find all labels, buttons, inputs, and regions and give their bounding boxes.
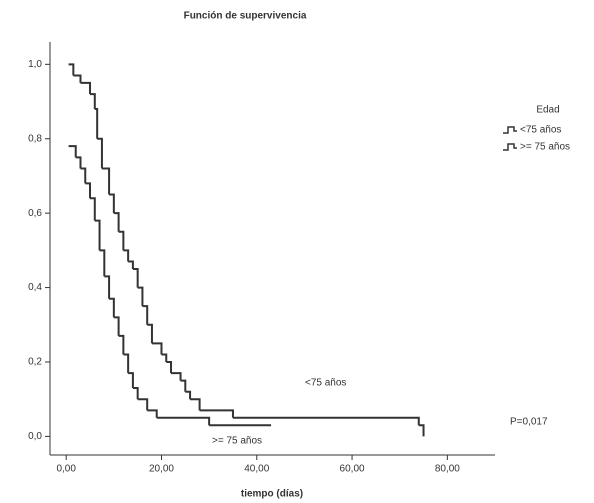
survival-step xyxy=(104,275,111,299)
y-tick-label: 0,6 xyxy=(28,208,42,219)
x-tick-label: 20,00 xyxy=(149,464,174,475)
annotation: >= 75 años xyxy=(212,436,262,447)
survival-step xyxy=(414,416,420,426)
x-tick-label: 0,00 xyxy=(56,464,76,475)
survival-step xyxy=(132,267,139,288)
survival-step xyxy=(75,156,82,169)
survival-step xyxy=(101,167,111,195)
survival-step xyxy=(99,249,106,277)
survival-step xyxy=(109,297,115,318)
annotation: P=0,017 xyxy=(510,417,548,428)
survival-step xyxy=(94,107,99,139)
chart-title: Función de supervivencia xyxy=(184,11,307,22)
x-tick-label: 40,00 xyxy=(244,464,269,475)
x-tick-label: 80,00 xyxy=(435,464,460,475)
survival-step xyxy=(128,260,134,269)
survival-step xyxy=(118,230,125,251)
survival-step xyxy=(147,323,153,344)
survival-step xyxy=(118,334,125,355)
survival-step xyxy=(109,193,115,214)
survival-step xyxy=(68,63,75,76)
survival-step xyxy=(418,424,425,437)
y-tick-label: 0,0 xyxy=(28,431,42,442)
survival-step xyxy=(85,182,92,199)
legend-label: <75 años xyxy=(520,125,561,136)
survival-step xyxy=(171,372,182,381)
survival-step xyxy=(166,360,173,374)
survival-step xyxy=(142,305,149,325)
legend-title: Edad xyxy=(536,105,559,116)
legend-swatch xyxy=(503,143,517,151)
survival-step xyxy=(123,249,130,262)
legend-swatch xyxy=(503,126,517,134)
survival-step xyxy=(156,416,211,426)
annotation: <75 años xyxy=(305,378,346,389)
survival-step xyxy=(97,137,103,169)
y-tick-label: 0,4 xyxy=(28,282,42,293)
survival-step xyxy=(185,390,192,400)
survival-step xyxy=(80,81,92,95)
survival-step xyxy=(90,93,96,109)
survival-step xyxy=(137,398,149,411)
survival-step xyxy=(94,219,101,251)
survival-step xyxy=(123,353,130,374)
y-tick-label: 0,2 xyxy=(28,357,42,368)
survival-step xyxy=(113,316,120,336)
x-tick-label: 60,00 xyxy=(340,464,365,475)
x-axis-label: tiempo (días) xyxy=(241,489,303,500)
survival-step xyxy=(180,379,187,392)
y-tick-label: 0,8 xyxy=(28,133,42,144)
survival-step xyxy=(128,372,134,389)
survival-step xyxy=(80,167,87,184)
survival-step xyxy=(199,409,234,418)
survival-step xyxy=(113,212,120,232)
survival-step xyxy=(90,197,96,221)
y-tick-label: 1,0 xyxy=(28,59,42,70)
survival-step xyxy=(137,286,144,307)
survival-step xyxy=(73,74,82,83)
survival-step xyxy=(161,353,168,362)
survival-step xyxy=(190,398,201,411)
survival-step xyxy=(68,145,77,158)
survival-step xyxy=(147,409,158,418)
survival-step xyxy=(151,342,163,355)
legend-label: >= 75 años xyxy=(520,142,570,153)
survival-step xyxy=(132,387,139,400)
